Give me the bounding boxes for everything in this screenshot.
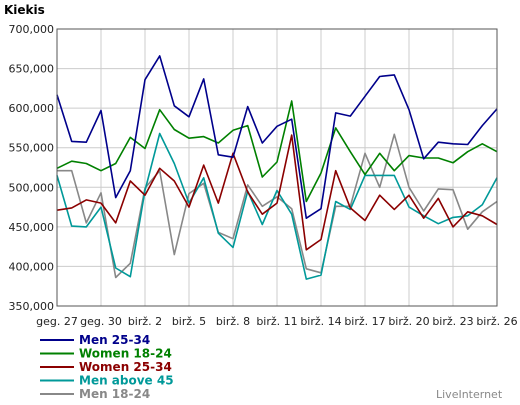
y-tick-label: 450,000 (9, 221, 55, 234)
brand-label: LiveInternet (436, 388, 503, 401)
x-tick-label: birž. 14 (300, 315, 341, 328)
x-axis-ticks: geg. 27 geg. 30 birž. 2 birž. 5 birž. 8 birž.… (36, 315, 518, 328)
y-tick-label: 350,000 (9, 300, 55, 313)
x-tick-label: birž. 26 (476, 315, 517, 328)
legend-label: Men 18-24 (79, 387, 150, 401)
series-line-men-25-34 (56, 55, 498, 219)
x-tick-label: geg. 27 (36, 315, 78, 328)
y-tick-label: 550,000 (9, 142, 55, 155)
y-tick-label: 650,000 (9, 63, 55, 76)
y-axis-title: Kiekis (4, 3, 45, 17)
x-tick-label: birž. 20 (388, 315, 429, 328)
y-tick-label: 400,000 (9, 260, 55, 273)
x-tick-label: birž. 5 (172, 315, 206, 328)
y-tick-label: 700,000 (9, 23, 55, 36)
y-tick-label: 600,000 (9, 102, 55, 115)
legend-label: Women 25-34 (79, 360, 172, 374)
x-tick-label: birž. 2 (128, 315, 162, 328)
x-tick-label: geg. 30 (80, 315, 122, 328)
grid (56, 28, 498, 307)
plot-frame (56, 28, 498, 307)
legend-label: Men above 45 (79, 374, 174, 388)
series-line-men-18-24 (57, 133, 498, 279)
y-axis-ticks: 350,000 400,000 450,000 500,000 550,000 600,0… (9, 23, 55, 313)
x-tick-label: birž. 11 (256, 315, 297, 328)
x-tick-label: birž. 8 (216, 315, 250, 328)
series-line-men-above-45 (56, 132, 498, 280)
x-tick-label: birž. 23 (432, 315, 473, 328)
legend-label: Men 25-34 (79, 333, 150, 347)
x-tick-label: birž. 17 (344, 315, 385, 328)
series-lines (56, 55, 498, 280)
legend-label: Women 18-24 (79, 347, 172, 361)
series-line-women-25-34 (56, 134, 498, 251)
y-tick-label: 500,000 (9, 181, 55, 194)
